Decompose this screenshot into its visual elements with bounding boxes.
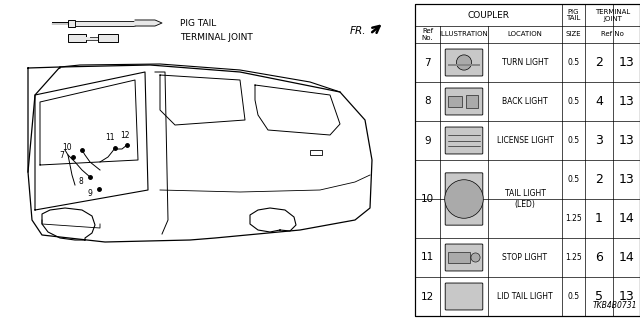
Bar [448, 96, 462, 107]
Text: 0.5: 0.5 [568, 292, 580, 301]
Text: 7: 7 [60, 150, 65, 159]
Text: 0.5: 0.5 [568, 97, 580, 106]
Text: 6: 6 [595, 251, 603, 264]
Text: 13: 13 [619, 134, 634, 147]
Bar [310, 150, 322, 155]
Text: TERMINAL JOINT: TERMINAL JOINT [180, 34, 253, 43]
Text: 11: 11 [421, 252, 434, 262]
Bar [98, 34, 118, 42]
Text: BACK LIGHT: BACK LIGHT [502, 97, 548, 106]
Circle shape [471, 253, 480, 262]
Text: LICENSE LIGHT: LICENSE LIGHT [497, 136, 554, 145]
Polygon shape [135, 20, 162, 26]
Text: 12: 12 [421, 292, 434, 301]
Text: 13: 13 [619, 290, 634, 303]
Bar [448, 64, 480, 66]
Text: 7: 7 [424, 58, 431, 68]
Text: TURN LIGHT: TURN LIGHT [502, 58, 548, 67]
Text: ILLUSTRATION: ILLUSTRATION [440, 31, 488, 37]
Circle shape [445, 180, 483, 218]
Circle shape [456, 55, 472, 70]
Text: 1: 1 [595, 212, 603, 225]
Text: PIG TAIL: PIG TAIL [180, 19, 216, 28]
FancyBboxPatch shape [445, 173, 483, 225]
Text: 0.5: 0.5 [568, 136, 580, 145]
Text: COUPLER: COUPLER [467, 11, 509, 20]
Text: SIZE: SIZE [566, 31, 581, 37]
Text: 13: 13 [619, 173, 634, 186]
Text: Ref No: Ref No [601, 31, 624, 37]
Text: 3: 3 [595, 134, 603, 147]
Text: 13: 13 [619, 56, 634, 69]
Text: LOCATION: LOCATION [508, 31, 543, 37]
Text: 10: 10 [62, 142, 72, 151]
FancyBboxPatch shape [445, 49, 483, 76]
Bar [86, 36, 90, 39]
Text: 14: 14 [619, 251, 634, 264]
Bar [415, 4, 640, 316]
Text: TAIL LIGHT
(LED): TAIL LIGHT (LED) [504, 189, 545, 209]
Text: 9: 9 [424, 135, 431, 146]
Text: FR.: FR. [349, 26, 366, 36]
Text: 8: 8 [79, 178, 83, 187]
Text: 12: 12 [120, 131, 130, 140]
Bar [466, 95, 479, 108]
Text: 11: 11 [105, 133, 115, 142]
Text: 1.25: 1.25 [565, 253, 582, 262]
Text: PIG
TAIL: PIG TAIL [566, 9, 580, 21]
Text: 9: 9 [88, 189, 92, 198]
Text: 5: 5 [595, 290, 603, 303]
Text: 13: 13 [619, 95, 634, 108]
Text: 0.5: 0.5 [568, 58, 580, 67]
Text: TKB4B0731: TKB4B0731 [593, 301, 637, 310]
Text: 2: 2 [595, 56, 603, 69]
Text: 2: 2 [595, 173, 603, 186]
Text: 0.5: 0.5 [568, 175, 580, 184]
Text: 1.25: 1.25 [565, 214, 582, 223]
Text: 4: 4 [595, 95, 603, 108]
FancyBboxPatch shape [445, 88, 483, 115]
Bar [75, 20, 135, 26]
Bar [68, 34, 86, 42]
FancyBboxPatch shape [445, 283, 483, 310]
Text: 8: 8 [424, 97, 431, 107]
Text: STOP LIGHT: STOP LIGHT [502, 253, 547, 262]
Bar [448, 252, 470, 263]
Text: LID TAIL LIGHT: LID TAIL LIGHT [497, 292, 553, 301]
Text: 10: 10 [421, 194, 434, 204]
Text: Ref
No.: Ref No. [422, 28, 433, 41]
Bar [86, 36, 98, 39]
Text: TERMINAL
JOINT: TERMINAL JOINT [595, 9, 630, 21]
Bar [68, 20, 75, 27]
Text: 14: 14 [619, 212, 634, 225]
FancyBboxPatch shape [445, 127, 483, 154]
Bar [415, 4, 640, 316]
FancyBboxPatch shape [445, 244, 483, 271]
